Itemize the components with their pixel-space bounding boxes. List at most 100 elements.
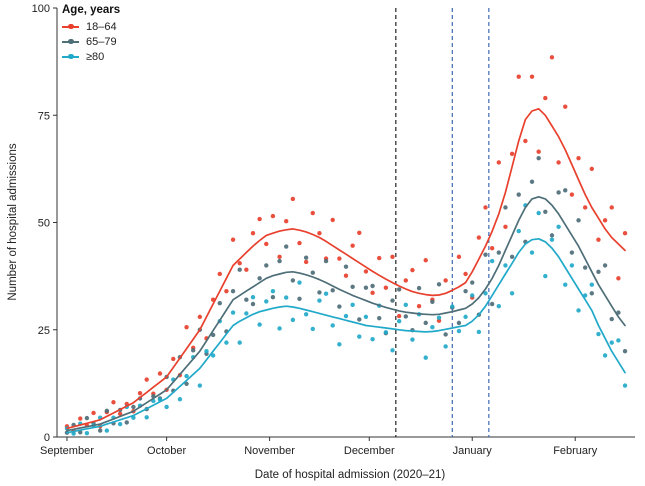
scatter-point <box>171 356 176 362</box>
scatter-point <box>264 263 269 268</box>
scatter-point <box>237 261 242 266</box>
scatter-point <box>284 244 289 249</box>
axes: 0 25 50 75 100 September October November Decemb… <box>32 3 635 457</box>
legend-item-80plus: ≥80 <box>62 49 120 64</box>
scatter-point <box>450 304 455 309</box>
scatter-point <box>104 428 110 433</box>
scatter-point <box>443 332 448 337</box>
scatter-point <box>117 421 123 427</box>
x-tick-label: December <box>344 445 395 457</box>
scatter-point <box>270 288 276 294</box>
scatter-point <box>250 231 256 236</box>
scatter-point <box>250 294 256 300</box>
trend-line-series-0 <box>66 107 626 430</box>
scatter-point <box>589 282 595 287</box>
scatter-point <box>403 314 408 319</box>
scatter-point <box>622 383 628 388</box>
scatter-point <box>383 285 389 290</box>
scatter-point <box>343 313 349 319</box>
legend-label-18-64: 18–64 <box>86 20 117 33</box>
scatter-point <box>609 340 614 345</box>
scatter-point <box>343 273 349 278</box>
scatter-point <box>144 377 149 382</box>
scatter-point <box>111 400 116 405</box>
scatter-point <box>350 302 355 308</box>
scatter-point <box>416 303 422 309</box>
x-tick-label: September <box>40 445 94 457</box>
scatter-point <box>602 218 608 223</box>
scatter-point <box>290 317 296 323</box>
scatter-point <box>569 192 575 197</box>
scatter-point <box>310 326 315 332</box>
x-tick-label: January <box>453 445 493 457</box>
scatter-point <box>403 302 408 308</box>
scatter-point <box>297 296 302 302</box>
scatter-point <box>523 138 528 144</box>
scatter-point <box>529 74 535 79</box>
scatter-point <box>489 301 495 307</box>
scatter-point <box>616 276 621 281</box>
scatter-point <box>124 420 129 425</box>
scatter-point <box>549 237 555 242</box>
scatter-point <box>563 188 568 193</box>
scatter-point <box>556 160 561 165</box>
scatter-point <box>303 259 309 265</box>
scatter-point <box>509 254 515 260</box>
scatter-point <box>470 293 475 298</box>
scatter-point <box>297 280 302 285</box>
scatter-point <box>370 290 375 296</box>
scatter-point <box>104 408 110 414</box>
scatter-point <box>330 288 335 293</box>
scatter-point <box>337 256 342 261</box>
scatter-point <box>576 155 581 161</box>
scatter-point <box>423 320 428 326</box>
scatter-point <box>257 216 262 222</box>
scatter-point <box>290 196 296 202</box>
scatter-point <box>230 310 236 315</box>
scatter-point <box>277 258 282 264</box>
scatter-point <box>383 330 389 335</box>
scatter-point <box>529 250 535 255</box>
scatter-point <box>257 276 262 281</box>
scatter-point <box>184 381 189 387</box>
scatter-point <box>503 224 508 229</box>
scatter-point <box>509 151 515 157</box>
scatter-point <box>277 254 282 260</box>
scatter-point <box>456 320 462 326</box>
x-tick-label: October <box>147 445 186 457</box>
scatter-point <box>390 254 395 260</box>
scatter-point <box>596 269 601 275</box>
scatter-point <box>503 205 508 210</box>
scatter-point <box>463 314 468 320</box>
scatter-point <box>476 235 482 240</box>
scatter-point <box>217 300 222 306</box>
scatter-point <box>396 287 402 292</box>
scatter-point <box>323 258 329 264</box>
scatter-point <box>456 328 462 334</box>
scatter-point <box>284 295 289 300</box>
scatter-point <box>456 254 462 260</box>
scatter-point <box>117 411 123 417</box>
scatter-point <box>377 255 382 261</box>
scatter-point <box>317 298 322 303</box>
scatter-point <box>496 303 502 309</box>
scatter-point <box>436 315 442 320</box>
scatter-point <box>596 331 601 337</box>
scatter-point <box>396 318 402 324</box>
scatter-point <box>244 311 249 316</box>
legend-marker-65-79-icon <box>62 38 79 45</box>
scatter-point <box>430 324 435 330</box>
scatter-point <box>602 263 608 268</box>
scatter-point <box>549 233 555 238</box>
scatter-point <box>137 391 143 396</box>
scatter-point <box>277 326 282 331</box>
scatter-point <box>556 224 561 229</box>
scatter-point <box>410 267 415 273</box>
scatter-point <box>582 205 588 210</box>
scatter-point <box>237 267 242 272</box>
scatter-point <box>416 285 422 291</box>
scatter-point <box>470 280 475 285</box>
scatter-point <box>257 322 262 327</box>
y-tick-label: 50 <box>38 218 50 230</box>
scatter-point <box>91 410 96 416</box>
